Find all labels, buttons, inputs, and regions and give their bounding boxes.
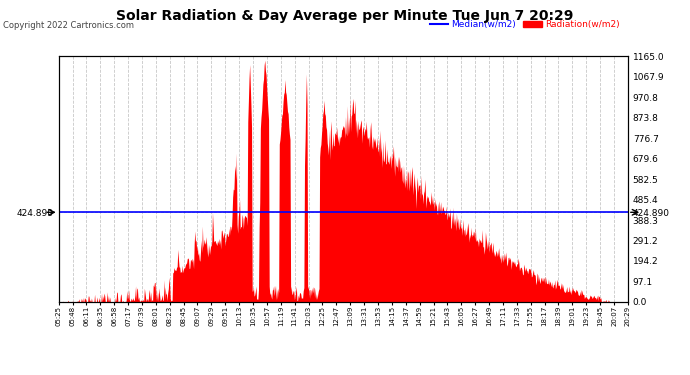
Legend: Median(w/m2), Radiation(w/m2): Median(w/m2), Radiation(w/m2) <box>426 16 623 33</box>
Text: Copyright 2022 Cartronics.com: Copyright 2022 Cartronics.com <box>3 21 135 30</box>
Text: Solar Radiation & Day Average per Minute Tue Jun 7 20:29: Solar Radiation & Day Average per Minute… <box>117 9 573 23</box>
